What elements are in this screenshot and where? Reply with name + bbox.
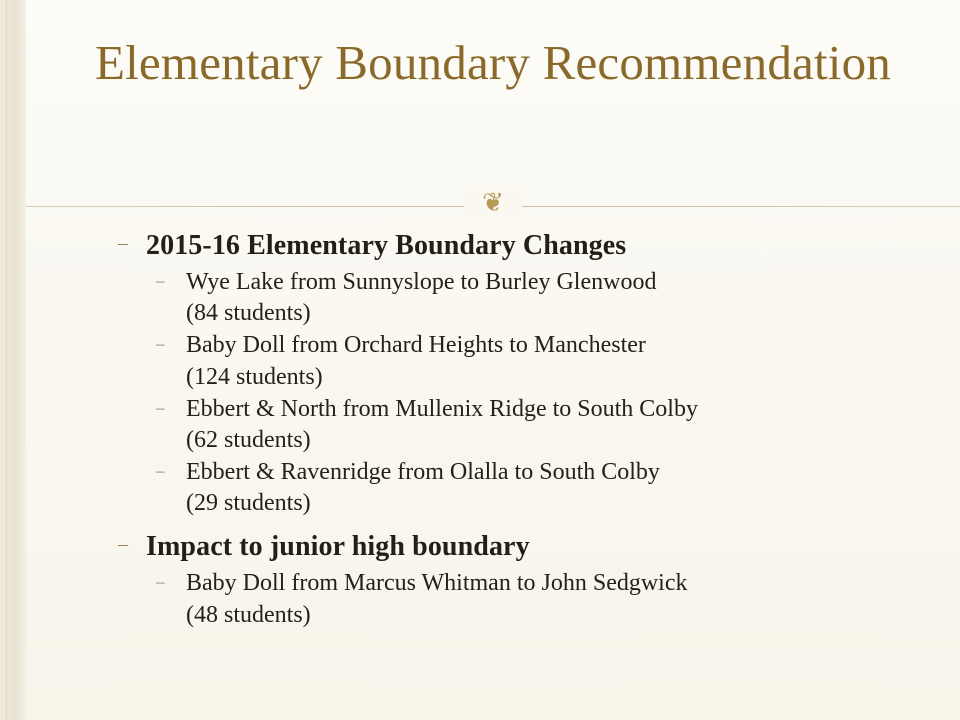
list-item: – Ebbert & Ravenridge from Olalla to Sou…: [26, 457, 960, 519]
list-item-label: Baby Doll from Orchard Heights to Manche…: [186, 332, 646, 359]
page-title: Elementary Boundary Recommendation: [94, 35, 892, 90]
list-item: – Impact to junior high boundary: [26, 529, 960, 566]
list-item-count: (62 students): [186, 426, 311, 453]
list-item-label: Ebbert & Ravenridge from Olalla to South…: [186, 459, 660, 486]
ornament-icon: ❦: [464, 186, 522, 220]
bullet-icon: –: [156, 572, 165, 592]
title-block: Elementary Boundary Recommendation: [26, 34, 960, 92]
title-divider: ❦: [26, 186, 960, 224]
bullet-icon: –: [118, 533, 128, 556]
list-item-count: (84 students): [186, 300, 311, 327]
bullet-list: – 2015-16 Elementary Boundary Changes – …: [26, 228, 960, 631]
list-item-count: (48 students): [186, 601, 311, 628]
bullet-icon: –: [156, 461, 165, 481]
list-item: – 2015-16 Elementary Boundary Changes: [26, 228, 960, 265]
list-item: – Wye Lake from Sunnyslope to Burley Gle…: [26, 267, 960, 329]
content-body: – 2015-16 Elementary Boundary Changes – …: [26, 228, 960, 632]
list-item-label: Wye Lake from Sunnyslope to Burley Glenw…: [186, 268, 657, 295]
list-item: – Ebbert & North from Mullenix Ridge to …: [26, 394, 960, 456]
list-item-label: Baby Doll from Marcus Whitman to John Se…: [186, 570, 688, 597]
bullet-icon: –: [156, 334, 165, 354]
list-item-label: Ebbert & North from Mullenix Ridge to So…: [186, 395, 698, 422]
left-band-rule: [6, 0, 7, 720]
list-item-label: Impact to junior high boundary: [146, 531, 530, 563]
list-item-count: (29 students): [186, 490, 311, 517]
bullet-icon: –: [156, 270, 165, 290]
list-item: – Baby Doll from Marcus Whitman to John …: [26, 568, 960, 630]
bullet-icon: –: [156, 397, 165, 417]
slide-background: [26, 0, 960, 720]
list-item-count: (124 students): [186, 363, 323, 390]
bullet-icon: –: [118, 232, 128, 254]
list-item-label: 2015-16 Elementary Boundary Changes: [146, 230, 627, 261]
left-decorative-band: [0, 0, 27, 720]
list-item: – Baby Doll from Orchard Heights to Manc…: [26, 330, 960, 392]
